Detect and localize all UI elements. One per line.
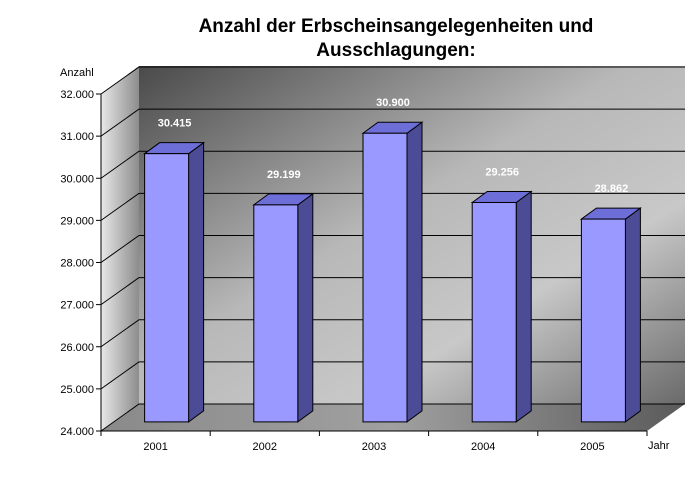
x-tick-label-4: 2005 [580, 441, 604, 453]
bar-front-2 [362, 132, 408, 423]
y-tick-label-6: 30.000 [60, 173, 94, 185]
bar-2005 [579, 207, 642, 423]
x-tick-label-0: 2001 [143, 441, 167, 453]
bar-side-3 [515, 190, 532, 423]
gridline-8 [100, 66, 685, 95]
chart-title-line-1: Anzahl der Erbscheinsangelegenheiten und [199, 16, 594, 37]
y-axis-ticks: 24.000 25.000 26.000 27.000 28.000 29.000 30.0… [60, 89, 102, 438]
bar-2003 [361, 121, 424, 423]
bar-2002 [252, 192, 315, 423]
y-tick-label-7: 31.000 [60, 131, 94, 143]
bar-side-1 [297, 192, 314, 423]
data-label-1: 29.199 [267, 169, 301, 181]
bar-side-2 [406, 121, 423, 423]
data-label-0: 30.415 [158, 118, 192, 130]
gridline-6 [100, 150, 685, 179]
y-tick-label-3: 27.000 [60, 300, 94, 312]
y-tick-label-2: 26.000 [60, 342, 94, 354]
y-tick-label-0: 24.000 [60, 426, 94, 438]
y-axis-label: Anzahl [60, 67, 94, 79]
bar-side-4 [624, 207, 641, 423]
data-label-4: 28.862 [595, 183, 629, 195]
x-tick-label-2: 2003 [362, 441, 386, 453]
data-label-3: 29.256 [485, 166, 519, 178]
y-tick-label-4: 28.000 [60, 258, 94, 270]
bar-side-0 [188, 141, 205, 423]
y-tick-label-5: 29.000 [60, 215, 94, 227]
x-axis-label: Jahr [648, 440, 670, 452]
y-tick-label-1: 25.000 [60, 384, 94, 396]
y-tick-label-8: 32.000 [60, 89, 94, 101]
data-labels: 30.415 29.199 30.900 29.256 28.862 [158, 97, 628, 195]
x-tick-label-1: 2002 [253, 441, 277, 453]
bar-2001 [143, 141, 206, 423]
data-label-2: 30.900 [376, 97, 410, 109]
bar-front-4 [580, 218, 626, 423]
bar-front-0 [144, 153, 190, 423]
x-tick-label-3: 2004 [471, 441, 495, 453]
bars [143, 121, 642, 423]
gridline-7 [100, 108, 685, 137]
bar-2004 [470, 190, 533, 423]
x-axis: 2001 2002 2003 2004 2005 [100, 430, 648, 453]
bar-front-1 [253, 204, 299, 423]
bar-front-3 [471, 201, 517, 423]
chart-title-line-2: Ausschlagungen: [316, 40, 475, 61]
